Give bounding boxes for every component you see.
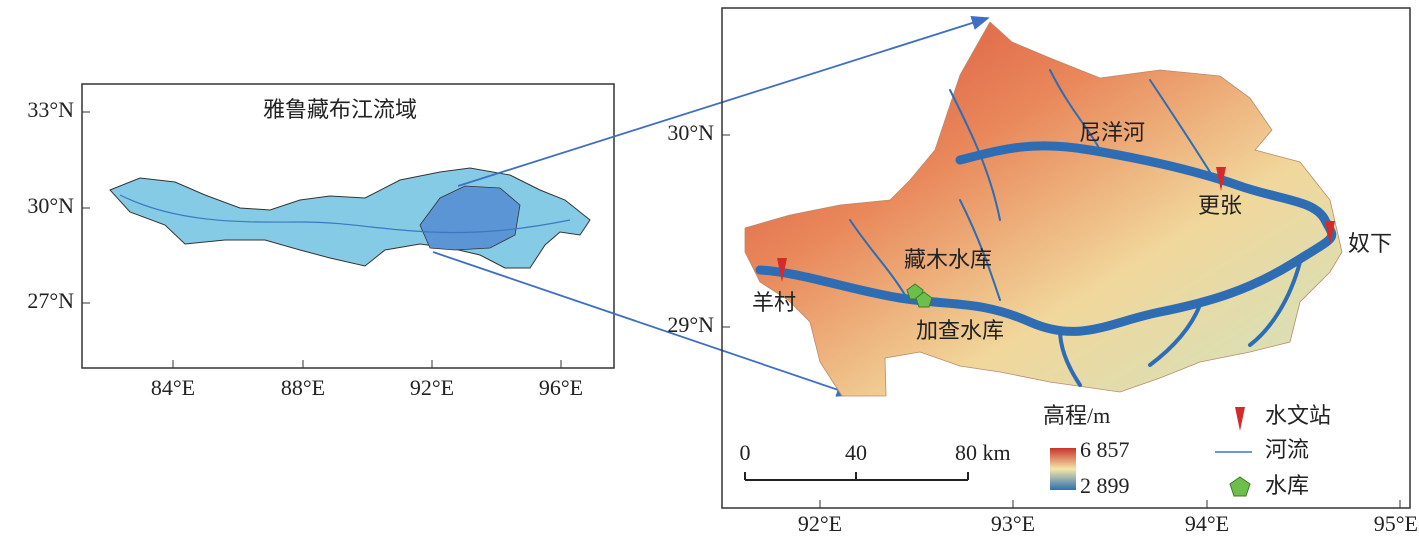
- elevation-min: 2 899: [1080, 473, 1130, 498]
- overview-frame: [81, 83, 615, 369]
- lon-label: 96°E: [539, 375, 583, 400]
- detail-frame: [721, 7, 1411, 509]
- rivers: [755, 69, 1337, 387]
- elevation-bar: [1050, 448, 1076, 490]
- scale-bar: [744, 472, 969, 481]
- lat-ticks: [82, 111, 562, 368]
- lon-label: 93°E: [991, 511, 1035, 536]
- legend-station: [1235, 407, 1245, 431]
- detail-basin: [744, 21, 1343, 397]
- lon-label: 88°E: [281, 375, 325, 400]
- scale-label: 40: [845, 440, 867, 465]
- lon-label: 84°E: [151, 375, 195, 400]
- stations: [777, 167, 1335, 282]
- place-label: 更张: [1198, 193, 1242, 218]
- scale-label: 0: [740, 440, 751, 465]
- place-label: 尼洋河: [1079, 120, 1145, 145]
- legend-reservoir: [1229, 476, 1251, 497]
- river: [119, 194, 571, 234]
- detail-ticks: [722, 134, 1401, 508]
- elevation-title: 高程/m: [1043, 403, 1110, 428]
- lat-label: 30°N: [27, 193, 74, 218]
- lat-label: 27°N: [27, 288, 74, 313]
- place-label: 奴下: [1348, 231, 1392, 256]
- lon-label: 94°E: [1185, 511, 1229, 536]
- reservoirs: [906, 283, 933, 308]
- elevation-max: 6 857: [1080, 437, 1130, 462]
- legend-label: 河流: [1265, 437, 1309, 462]
- legend-label: 水文站: [1265, 403, 1331, 428]
- place-label: 藏木水库: [904, 247, 992, 272]
- lat-label: 30°N: [667, 120, 714, 145]
- lon-label: 92°E: [410, 375, 454, 400]
- legend-label: 水库: [1265, 473, 1309, 498]
- zoom-arrow: [432, 251, 855, 397]
- place-label: 羊村: [752, 290, 796, 315]
- scale-label: 80 km: [955, 440, 1011, 465]
- place-label: 加查水库: [916, 318, 1004, 343]
- subbasin: [419, 185, 521, 251]
- lat-label: 33°N: [27, 97, 74, 122]
- lon-label: 92°E: [798, 511, 842, 536]
- overview-title: 雅鲁藏布江流域: [263, 97, 417, 122]
- zoom-arrow: [457, 16, 990, 187]
- lat-label: 29°N: [667, 312, 714, 337]
- lon-label: 95°E: [1374, 511, 1418, 536]
